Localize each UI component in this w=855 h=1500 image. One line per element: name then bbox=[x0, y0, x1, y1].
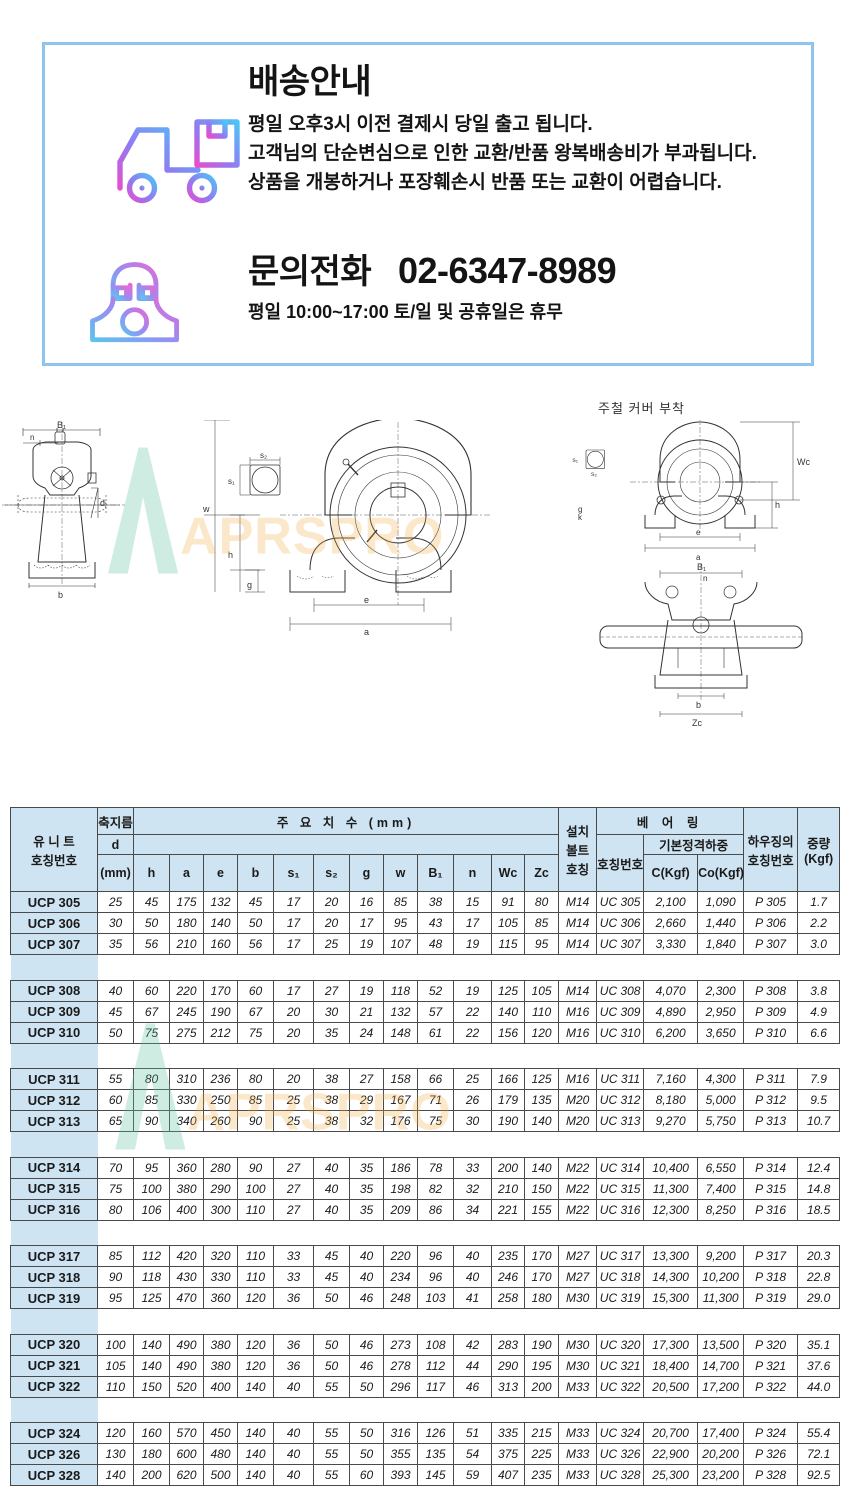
svg-text:e: e bbox=[696, 528, 701, 537]
svg-text:b: b bbox=[58, 590, 63, 600]
svg-text:B₁: B₁ bbox=[697, 562, 706, 572]
svg-text:k: k bbox=[578, 513, 583, 522]
svg-text:b: b bbox=[696, 700, 701, 710]
svg-text:Zc: Zc bbox=[692, 718, 702, 728]
svg-text:g: g bbox=[247, 580, 252, 590]
svg-text:d: d bbox=[100, 498, 105, 508]
svg-text:a: a bbox=[696, 553, 701, 562]
svg-text:s₁: s₁ bbox=[228, 477, 235, 486]
svg-text:e: e bbox=[364, 595, 369, 605]
svg-text:B₁: B₁ bbox=[57, 420, 66, 430]
svg-text:n: n bbox=[30, 433, 34, 442]
svg-text:a: a bbox=[364, 627, 369, 637]
svg-text:s₁: s₁ bbox=[572, 457, 578, 464]
svg-text:Wc: Wc bbox=[797, 457, 810, 467]
svg-text:n: n bbox=[703, 574, 707, 583]
svg-text:w: w bbox=[202, 504, 210, 514]
svg-text:s₂: s₂ bbox=[591, 471, 597, 478]
svg-text:h: h bbox=[775, 500, 780, 510]
svg-text:s₂: s₂ bbox=[260, 451, 267, 460]
svg-text:h: h bbox=[228, 550, 233, 560]
